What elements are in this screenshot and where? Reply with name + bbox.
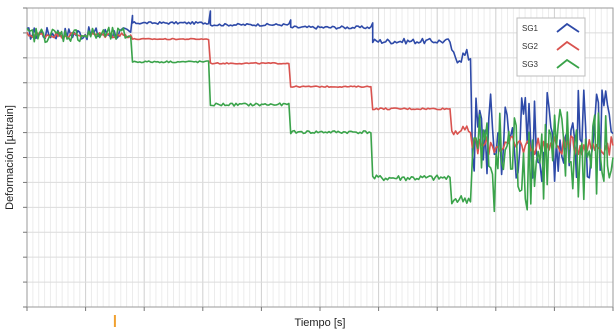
series-line-sg3	[26, 26, 614, 213]
legend-swatch-sg1	[556, 22, 580, 33]
x-axis-label: Tiempo [s]	[295, 317, 346, 329]
legend-label-sg1: SG1	[522, 24, 539, 33]
series-group	[26, 10, 614, 213]
legend-swatch-sg3	[556, 58, 580, 69]
legend-label-sg2: SG2	[522, 42, 539, 51]
y-axis-label: Deformación [µstrain]	[4, 105, 16, 210]
axis-ticks	[23, 7, 614, 311]
legend-label-sg3: SG3	[522, 60, 539, 69]
legend-swatch-sg2	[556, 40, 580, 51]
legend: SG1 SG2 SG3	[516, 17, 586, 77]
